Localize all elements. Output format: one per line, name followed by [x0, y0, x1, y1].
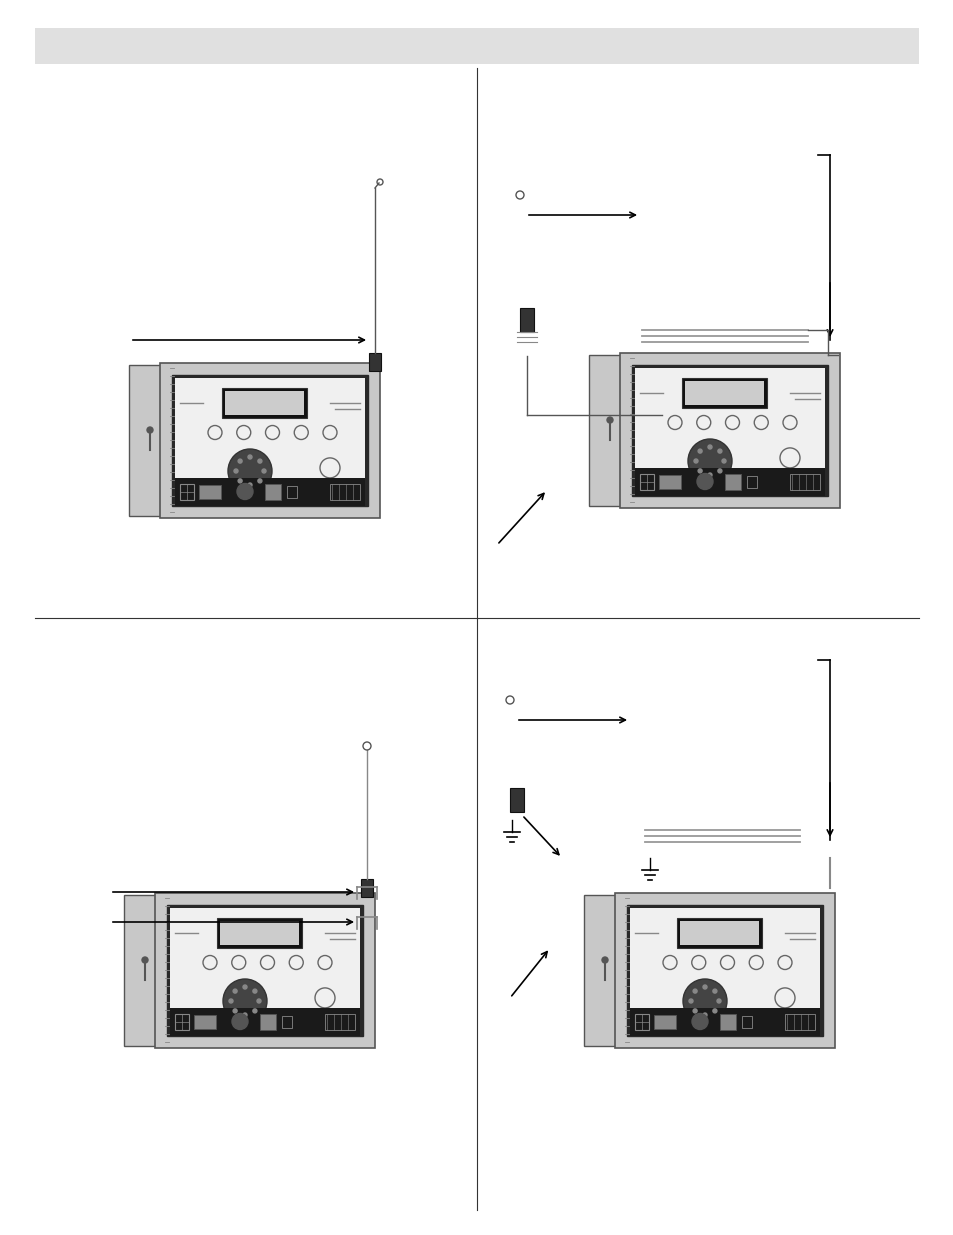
Circle shape	[147, 427, 152, 433]
Bar	[174, 378, 365, 503]
Circle shape	[233, 469, 237, 473]
Circle shape	[718, 469, 721, 473]
Bar	[220, 920, 299, 945]
Bar	[35, 28, 918, 64]
Bar	[129, 364, 164, 515]
Circle shape	[257, 479, 262, 483]
Circle shape	[698, 469, 701, 473]
Circle shape	[697, 473, 712, 489]
Circle shape	[243, 1013, 247, 1016]
Bar	[172, 374, 368, 505]
Circle shape	[707, 473, 711, 477]
Circle shape	[223, 979, 267, 1023]
Circle shape	[717, 999, 720, 1003]
Circle shape	[606, 417, 613, 424]
Circle shape	[233, 1009, 237, 1013]
Bar	[217, 918, 302, 947]
Bar	[260, 1014, 275, 1030]
Bar	[265, 483, 281, 499]
Bar	[619, 352, 840, 508]
Bar	[720, 1014, 735, 1030]
Circle shape	[702, 1013, 706, 1016]
Circle shape	[712, 1009, 716, 1013]
Bar	[588, 354, 623, 505]
Bar	[654, 1014, 676, 1029]
Bar	[789, 473, 820, 489]
Circle shape	[233, 989, 237, 993]
Circle shape	[712, 989, 716, 993]
Bar	[154, 893, 375, 1047]
Bar	[626, 904, 822, 1035]
Bar	[222, 388, 307, 417]
Circle shape	[688, 999, 692, 1003]
Bar	[681, 378, 767, 408]
Bar	[124, 894, 159, 1046]
Circle shape	[229, 999, 233, 1003]
Circle shape	[232, 1014, 248, 1030]
Circle shape	[721, 459, 725, 463]
Circle shape	[142, 957, 148, 963]
Bar	[679, 920, 759, 945]
Circle shape	[238, 459, 242, 463]
Bar	[724, 473, 740, 489]
Bar	[629, 1008, 820, 1035]
Bar	[282, 1015, 292, 1028]
Circle shape	[718, 450, 721, 453]
Circle shape	[248, 454, 252, 459]
Circle shape	[702, 986, 706, 989]
Circle shape	[243, 986, 247, 989]
Circle shape	[707, 445, 711, 450]
Circle shape	[693, 459, 698, 463]
Bar	[631, 364, 827, 495]
Bar	[685, 380, 763, 405]
Bar	[360, 879, 373, 897]
Bar	[170, 1008, 359, 1035]
Bar	[746, 475, 757, 488]
Circle shape	[693, 1009, 697, 1013]
Bar	[635, 468, 824, 495]
Bar	[583, 894, 618, 1046]
Bar	[639, 473, 654, 489]
Bar	[170, 908, 359, 1032]
Circle shape	[253, 1009, 256, 1013]
Circle shape	[257, 459, 262, 463]
Bar	[510, 788, 523, 811]
Circle shape	[238, 479, 242, 483]
Circle shape	[687, 438, 731, 483]
Bar	[160, 363, 379, 517]
Bar	[193, 1014, 215, 1029]
Bar	[174, 1014, 189, 1030]
Bar	[174, 478, 365, 505]
Circle shape	[248, 483, 252, 487]
Bar	[225, 390, 304, 415]
Bar	[167, 904, 363, 1035]
Bar	[659, 474, 680, 489]
Circle shape	[236, 483, 253, 499]
Bar	[741, 1015, 751, 1028]
Bar	[635, 368, 824, 493]
Bar	[635, 1014, 648, 1030]
Circle shape	[601, 957, 607, 963]
Circle shape	[228, 450, 272, 493]
Bar	[180, 483, 193, 499]
Bar	[677, 918, 761, 947]
Bar	[369, 353, 380, 370]
Bar	[629, 908, 820, 1032]
Bar	[330, 483, 359, 499]
Circle shape	[693, 989, 697, 993]
Circle shape	[262, 469, 266, 473]
Bar	[325, 1014, 355, 1030]
Circle shape	[691, 1014, 707, 1030]
Bar	[615, 893, 834, 1047]
Bar	[784, 1014, 814, 1030]
Circle shape	[698, 450, 701, 453]
Circle shape	[253, 989, 256, 993]
Bar	[519, 308, 534, 332]
Circle shape	[682, 979, 726, 1023]
Bar	[287, 485, 296, 498]
Circle shape	[256, 999, 261, 1003]
Bar	[199, 484, 221, 499]
